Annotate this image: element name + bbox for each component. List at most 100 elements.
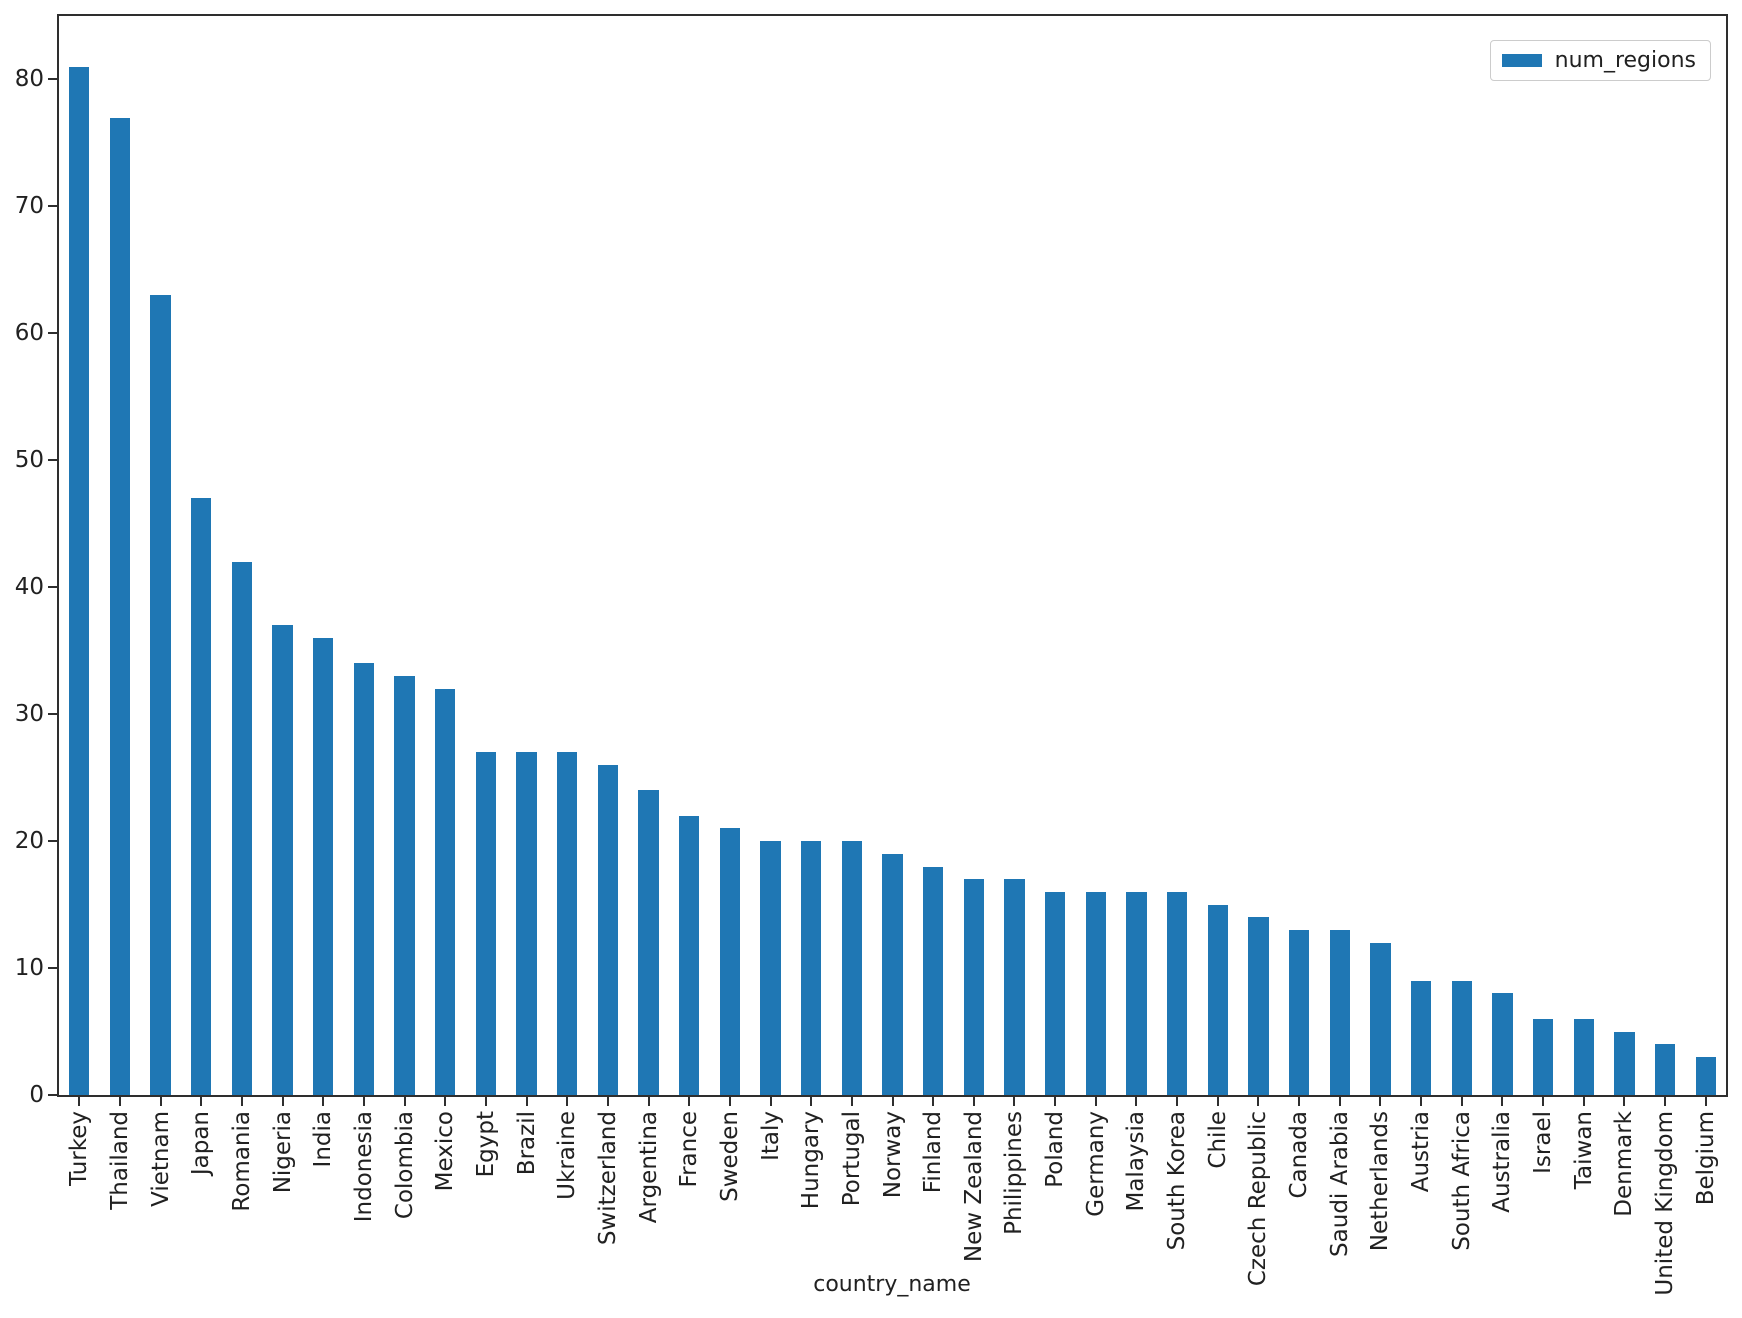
x-tick-label-taiwan: Taiwan [1570,1111,1597,1190]
y-tick-mark [48,459,57,462]
x-tick-mark [1623,1097,1626,1106]
bar-egypt [475,752,497,1095]
x-tick-label-netherlands: Netherlands [1367,1111,1394,1252]
bar-south-korea [1166,891,1188,1095]
x-tick-mark [1094,1097,1097,1106]
x-tick-mark [1257,1097,1260,1106]
x-tick-label-norway: Norway [879,1111,906,1199]
bar-taiwan [1573,1018,1594,1095]
x-tick-mark [281,1097,284,1106]
x-tick-mark [972,1097,975,1106]
y-tick-mark [48,713,57,716]
x-tick-label-hungary: Hungary [798,1111,825,1210]
x-tick-mark [1216,1097,1219,1106]
bar-argentina [638,790,659,1095]
x-tick-mark [1176,1097,1179,1106]
y-tick-label: 30 [14,701,44,728]
bar-finland [922,866,944,1095]
bar-hungary [801,841,822,1095]
x-tick-label-indonesia: Indonesia [350,1111,377,1223]
bar-denmark [1614,1031,1635,1095]
bar-sweden [719,828,741,1095]
x-tick-label-france: France [676,1111,703,1188]
x-tick-mark [200,1097,203,1106]
x-tick-mark [322,1097,325,1106]
x-tick-mark [1054,1097,1057,1106]
x-tick-mark [403,1097,406,1106]
x-tick-mark [932,1097,935,1106]
x-tick-mark [1379,1097,1382,1106]
x-tick-label-denmark: Denmark [1611,1111,1638,1217]
x-tick-mark [810,1097,813,1106]
x-tick-label-italy: Italy [757,1111,784,1161]
bar-portugal [841,841,862,1095]
x-tick-label-egypt: Egypt [472,1111,499,1178]
x-tick-label-united-kingdom: United Kingdom [1652,1111,1678,1296]
x-tick-mark [1460,1097,1463,1106]
x-tick-mark [1704,1097,1707,1106]
x-tick-label-brazil: Brazil [513,1111,540,1176]
x-tick-mark [1013,1097,1016,1106]
y-tick-label: 40 [14,574,44,601]
y-tick-label: 70 [14,193,44,220]
plot-area: num_regions [57,14,1728,1097]
x-tick-label-germany: Germany [1082,1111,1109,1217]
x-tick-label-israel: Israel [1530,1111,1557,1174]
bar-mexico [435,688,456,1095]
x-tick-mark [159,1097,162,1106]
x-tick-mark [1298,1097,1301,1106]
x-tick-mark [1542,1097,1545,1106]
x-tick-mark [1338,1097,1341,1106]
y-tick-label: 10 [14,955,44,982]
bar-canada [1288,929,1310,1095]
y-tick-label: 50 [14,447,44,474]
x-tick-label-south-korea: South Korea [1164,1111,1191,1251]
bar-nigeria [272,625,293,1095]
y-tick-label: 80 [14,66,44,93]
bar-belgium [1695,1056,1716,1095]
y-tick-label: 20 [14,828,44,855]
bar-australia [1492,993,1513,1095]
legend-color-patch-icon [1501,54,1542,67]
x-tick-mark [1582,1097,1585,1106]
bar-malaysia [1126,891,1147,1095]
y-tick-mark [48,332,57,335]
x-tick-label-india: India [310,1111,337,1168]
x-tick-mark [1135,1097,1138,1106]
x-tick-mark [118,1097,121,1106]
bar-poland [1044,891,1066,1095]
bar-france [679,815,700,1095]
x-tick-label-mexico: Mexico [432,1111,459,1192]
x-tick-mark [484,1097,487,1106]
x-tick-label-vietnam: Vietnam [147,1111,174,1207]
x-tick-mark [728,1097,731,1106]
x-tick-mark [688,1097,691,1106]
x-tick-label-canada: Canada [1286,1111,1313,1199]
bar-israel [1532,1018,1554,1095]
bar-colombia [394,676,415,1095]
x-tick-mark [647,1097,650,1106]
x-tick-label-austria: Austria [1408,1111,1435,1193]
x-tick-mark [525,1097,528,1106]
bar-brazil [516,752,537,1095]
x-tick-mark [566,1097,569,1106]
y-tick-mark [48,586,57,589]
x-tick-label-malaysia: Malaysia [1123,1111,1150,1212]
bar-switzerland [597,764,619,1095]
bar-ukraine [557,752,578,1095]
bar-romania [231,561,253,1095]
y-tick-mark [48,1094,57,1096]
bar-chile [1207,904,1228,1095]
bar-saudi-arabia [1329,929,1350,1095]
x-tick-mark [1664,1097,1666,1106]
legend: num_regions [1489,40,1711,81]
x-tick-label-poland: Poland [1042,1111,1069,1188]
legend-label: num_regions [1554,48,1696,73]
y-tick-mark [48,78,57,81]
x-tick-mark [1501,1097,1504,1106]
bar-norway [882,853,903,1095]
x-tick-label-australia: Australia [1489,1111,1516,1213]
x-tick-label-japan: Japan [188,1111,215,1176]
x-tick-mark [850,1097,853,1106]
